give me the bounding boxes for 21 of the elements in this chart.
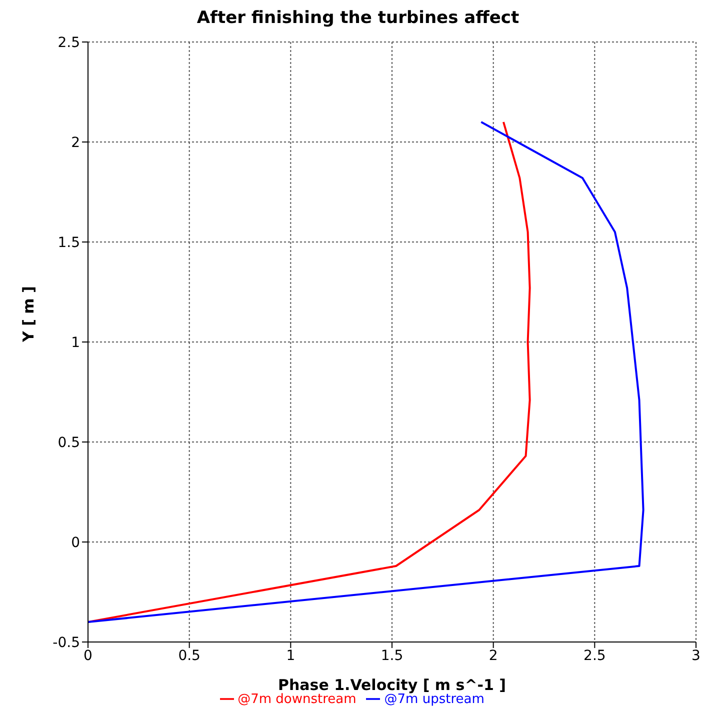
- x-tick-label: 0: [84, 648, 92, 664]
- y-tick-label: 0.5: [58, 434, 80, 451]
- y-tick-label: 0: [71, 534, 80, 551]
- x-tick-label: 2.5: [584, 648, 606, 664]
- x-tick-label: 1.5: [380, 648, 404, 664]
- y-axis-title: Y [ m ]: [19, 286, 38, 343]
- chart-title: After finishing the turbines affect: [196, 8, 520, 30]
- y-tick-label: -0.5: [52, 634, 80, 651]
- y-tick-label: 1: [71, 334, 80, 351]
- line-series: [88, 121, 531, 623]
- legend-label: @7m downstream: [238, 692, 356, 707]
- x-tick-label: 0.5: [178, 648, 200, 664]
- x-tick-label: 2: [488, 648, 498, 664]
- y-tick-label: 1.5: [58, 234, 80, 251]
- line-series: [88, 121, 644, 623]
- y-tick-label: 2.5: [58, 34, 80, 51]
- y-tick-label: 2: [71, 134, 80, 151]
- legend-label: @7m upstream: [384, 692, 484, 707]
- x-axis-title: Phase 1.Velocity [ m s^-1 ]: [278, 676, 506, 694]
- x-tick-label: 1: [286, 648, 296, 664]
- x-tick-label: 3: [692, 648, 700, 664]
